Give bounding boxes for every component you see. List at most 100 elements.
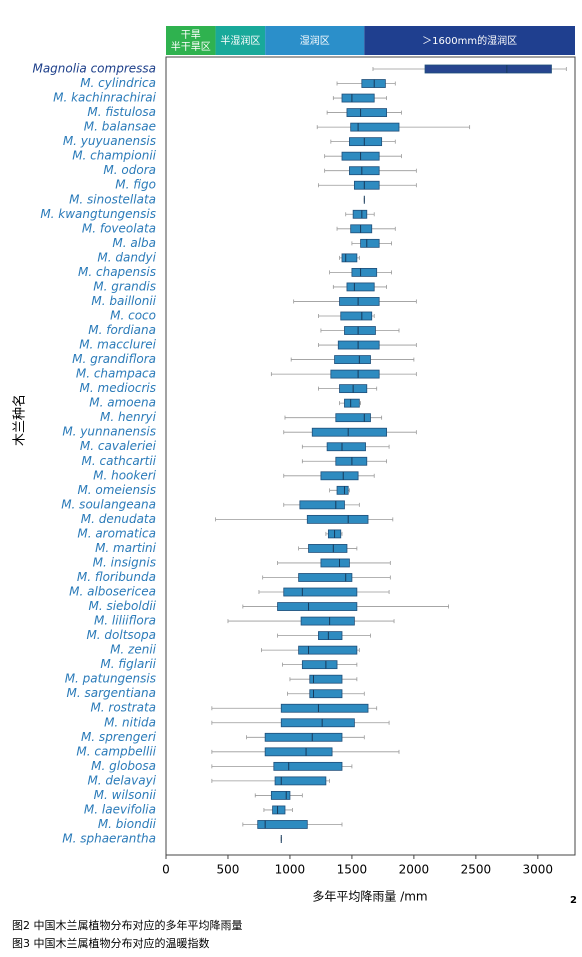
y-tick-label: M. sprengeri: [81, 730, 157, 744]
y-tick-label: M. yuyuanensis: [63, 134, 156, 148]
box: [344, 398, 360, 408]
box: [308, 544, 348, 553]
box: [344, 326, 376, 335]
box: [270, 791, 291, 800]
x-tick-label: 3000: [523, 863, 554, 877]
box: [273, 761, 343, 771]
box: [280, 703, 369, 713]
box: [277, 602, 358, 611]
box: [298, 645, 358, 655]
y-tick-label: M. omeiensis: [77, 483, 156, 497]
x-tick-label: 0: [162, 863, 170, 877]
y-tick-label: M. zenii: [110, 643, 157, 657]
box: [335, 413, 371, 423]
y-tick-label: M. kachinrachirai: [53, 91, 157, 105]
y-tick-label: M. henryi: [100, 410, 157, 424]
box: [340, 311, 373, 321]
box: [318, 631, 343, 641]
y-tick-label: M. mediocris: [80, 381, 156, 395]
y-tick-label: M. grandiflora: [72, 352, 156, 366]
y-tick-label: M. rostrata: [90, 701, 156, 715]
y-tick-label: M. soulangeana: [61, 497, 156, 511]
box: [346, 282, 375, 292]
zone-label: ＞1600mm的湿润区: [422, 34, 517, 47]
y-tick-label: M. coco: [110, 308, 156, 322]
box: [272, 805, 286, 815]
box: [264, 732, 343, 742]
y-tick-label: M. doltsopa: [86, 628, 156, 642]
zone-band: [364, 26, 575, 55]
x-tick-label: 2000: [399, 863, 430, 877]
box: [353, 180, 380, 190]
caption: 图2 中国木兰属植物分布对应的多年平均降雨量: [12, 918, 243, 932]
y-tick-label: M. sinostellata: [69, 192, 156, 206]
box: [349, 137, 383, 147]
y-tick-label: M. figo: [115, 178, 156, 192]
y-tick-label: M. figlarii: [100, 657, 156, 671]
y-tick-label: M. fordiana: [88, 323, 156, 337]
box: [341, 253, 358, 263]
y-tick-label: M. dandyi: [97, 250, 156, 264]
box: [309, 689, 343, 699]
y-tick-label: M. nitida: [104, 715, 156, 729]
y-tick-label: M. yunnanensis: [62, 425, 156, 439]
y-tick-label: M. delavayi: [87, 773, 156, 787]
y-tick-label: M. balansae: [84, 120, 156, 134]
box: [424, 64, 552, 74]
plot-frame: [165, 56, 576, 856]
y-tick-label: M. cavaleriei: [80, 439, 157, 453]
zone-band: [265, 26, 365, 55]
caption: 图3 中国木兰属植物分布对应的温暖指数: [12, 936, 210, 950]
y-tick-label: M. patungensis: [65, 672, 156, 686]
y-tick-label: M. championii: [72, 149, 156, 163]
y-tick-label: M. sieboldii: [88, 599, 156, 613]
x-tick-label: 1000: [275, 863, 306, 877]
zone-band: [166, 26, 216, 55]
box: [330, 369, 380, 379]
y-tick-label: M. denudata: [81, 512, 156, 526]
box: [351, 267, 378, 277]
x-axis-label: 多年平均降雨量 /mm: [312, 890, 427, 904]
y-tick-label: M. sphaerantha: [62, 832, 156, 846]
box: [274, 776, 327, 786]
box: [334, 355, 371, 364]
box: [257, 820, 308, 829]
box: [300, 616, 355, 626]
box: [299, 500, 345, 510]
y-tick-label: M. globosa: [91, 759, 156, 773]
y-tick-label: M. cathcartii: [81, 454, 156, 468]
y-tick-label: M. cylindrica: [80, 76, 156, 90]
y-tick-label: M. liliiflora: [94, 614, 156, 628]
box: [283, 587, 358, 597]
y-tick-label: M. kwangtungensis: [40, 207, 156, 221]
x-tick-label: 500: [217, 863, 240, 877]
y-tick-label: M. fistulosa: [87, 105, 156, 119]
y-tick-label: M. odora: [103, 163, 156, 177]
y-tick-label: M. alba: [112, 236, 156, 250]
zone-label: 半干旱区: [171, 40, 211, 53]
zone-label: 湿润区: [300, 34, 330, 47]
y-tick-label: M. grandis: [93, 279, 156, 293]
box: [335, 456, 368, 466]
box: [337, 340, 380, 350]
y-tick-label: M. sargentiana: [67, 686, 156, 700]
x-tick-label: 1500: [337, 863, 368, 877]
y-tick-label: M. campbellii: [76, 744, 156, 758]
zone-label: 半湿润区: [220, 34, 260, 47]
box: [336, 485, 349, 495]
box: [350, 122, 400, 132]
y-tick-label: M. hookeri: [93, 468, 157, 482]
y-tick-label: M. floribunda: [77, 570, 156, 584]
x-tick-label: 2500: [461, 863, 492, 877]
box: [361, 79, 386, 88]
box: [298, 573, 353, 582]
y-tick-label: M. foveolata: [82, 221, 156, 235]
box: [360, 238, 380, 248]
box: [301, 660, 338, 670]
box: [280, 718, 355, 728]
y-tick-label: M. champaca: [76, 367, 156, 381]
box: [350, 224, 373, 234]
box: [349, 166, 380, 176]
y-tick-label: M. baillonii: [91, 294, 156, 308]
